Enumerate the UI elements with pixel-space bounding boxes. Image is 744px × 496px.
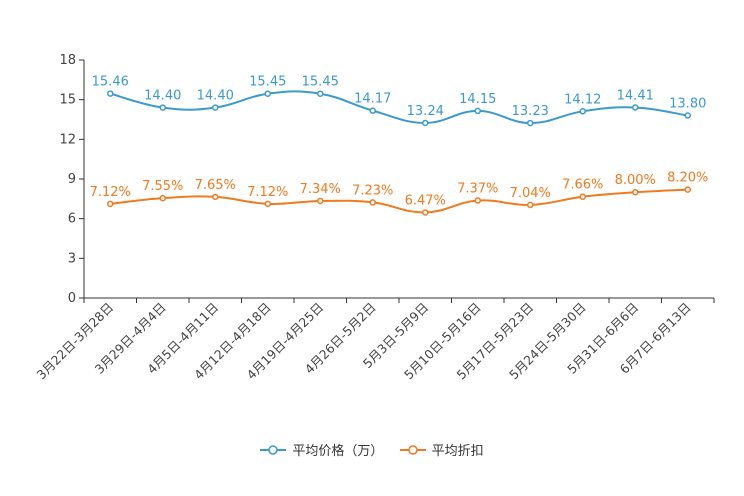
series-line-0 [109, 90, 688, 125]
data-label-0-9: 14.12 [564, 92, 601, 107]
data-label-1-1: 7.55% [142, 179, 183, 194]
data-label-0-6: 13.24 [407, 104, 444, 119]
data-label-0-2: 14.40 [197, 89, 234, 104]
data-labels: 15.46 14.40 14.40 15.45 15.45 14.17 13.24 14.15… [90, 75, 709, 209]
data-point-1-7 [474, 197, 481, 204]
legend: 平均价格（万） 平均折扣 [0, 440, 744, 461]
data-point-0-5 [369, 107, 376, 114]
y-tick-label-3: 9 [68, 172, 76, 187]
data-point-0-10 [632, 104, 639, 111]
y-tick-label-5: 15 [59, 93, 76, 108]
legend-marker-price-icon [260, 444, 287, 455]
data-label-0-5: 14.17 [354, 92, 391, 107]
series-layer [107, 90, 691, 216]
legend-label-discount: 平均折扣 [431, 444, 484, 459]
data-point-1-11 [684, 186, 691, 193]
data-point-0-1 [159, 104, 166, 111]
data-label-1-10: 8.00% [615, 173, 656, 188]
legend-item-price[interactable]: 平均价格（万） [260, 440, 383, 459]
data-label-0-0: 15.46 [92, 75, 129, 90]
legend-label-price: 平均价格（万） [292, 444, 384, 459]
data-point-0-2 [212, 104, 219, 111]
legend-item-discount[interactable]: 平均折扣 [399, 440, 484, 459]
y-tick-label-2: 6 [68, 212, 76, 227]
data-point-1-6 [422, 209, 429, 216]
data-point-0-0 [107, 90, 114, 97]
data-point-0-4 [317, 90, 324, 97]
data-point-1-5 [369, 199, 376, 206]
line-chart: 03691215183月22日-3月28日3月29日-4月4日4月5日-4月11… [33, 53, 715, 382]
data-label-1-4: 7.34% [300, 182, 341, 197]
data-point-0-3 [264, 90, 271, 97]
data-label-0-7: 14.15 [459, 92, 496, 107]
series-line-1 [110, 188, 688, 214]
data-point-1-3 [264, 200, 271, 208]
data-point-0-6 [422, 119, 429, 127]
data-label-1-8: 7.04% [510, 186, 551, 201]
data-label-1-11: 8.20% [667, 171, 708, 186]
y-tick-label-1: 3 [68, 251, 76, 266]
data-label-1-3: 7.12% [247, 185, 288, 200]
data-label-0-8: 13.23 [512, 104, 549, 119]
data-label-1-2: 7.65% [195, 178, 236, 193]
data-label-0-3: 15.45 [249, 75, 286, 90]
data-point-0-9 [579, 108, 586, 115]
data-label-0-11: 13.80 [669, 97, 706, 112]
y-tick-label-4: 12 [59, 132, 76, 147]
data-point-0-7 [474, 107, 481, 115]
data-label-0-10: 14.41 [617, 88, 654, 103]
data-point-1-1 [159, 194, 166, 202]
data-label-0-4: 15.45 [302, 75, 339, 90]
data-point-1-10 [632, 188, 639, 196]
legend-marker-discount-icon [399, 444, 426, 455]
data-point-0-11 [684, 112, 691, 119]
y-tick-label-0: 0 [68, 291, 76, 306]
data-point-1-4 [317, 197, 324, 205]
data-label-1-0: 7.12% [90, 185, 131, 200]
data-point-0-8 [527, 119, 534, 127]
data-label-1-6: 6.47% [405, 193, 446, 208]
data-label-1-7: 7.37% [457, 182, 498, 197]
data-label-1-9: 7.66% [562, 178, 603, 193]
y-tick-label-6: 18 [59, 53, 76, 68]
data-point-1-0 [107, 200, 114, 208]
data-point-1-9 [579, 193, 586, 200]
data-point-1-2 [212, 193, 219, 201]
data-point-1-8 [527, 201, 534, 209]
data-label-1-5: 7.23% [352, 183, 393, 198]
data-label-0-1: 14.40 [144, 89, 181, 104]
